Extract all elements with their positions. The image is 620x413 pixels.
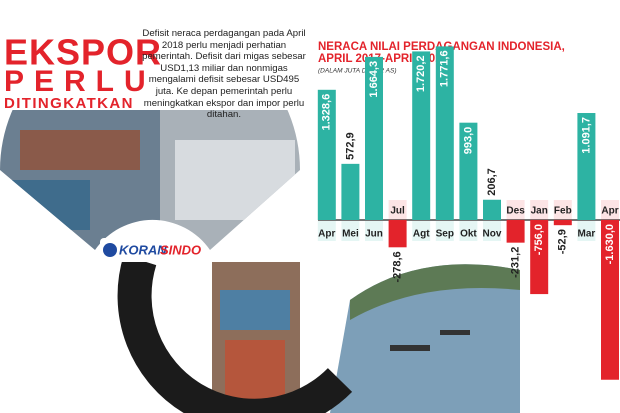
category-label: Feb xyxy=(554,206,572,217)
category-label: Apr xyxy=(318,229,335,240)
category-label: Jan xyxy=(531,206,548,217)
bar xyxy=(365,56,383,220)
bar-reflection xyxy=(530,200,549,220)
bar-reflection xyxy=(435,221,454,241)
bar xyxy=(459,122,478,220)
category-label: Agt xyxy=(413,229,430,240)
value-label: 1.328,6 xyxy=(321,94,333,131)
logo-icon xyxy=(103,243,117,257)
value-label: 1.771,6 xyxy=(439,50,451,87)
bar xyxy=(412,51,431,221)
photo-containers xyxy=(212,262,300,413)
value-label: 572,9 xyxy=(344,132,356,160)
category-label: Sep xyxy=(436,229,454,240)
bar xyxy=(435,46,454,220)
bar-reflection xyxy=(459,221,478,241)
bar xyxy=(577,113,596,220)
value-label: -756,0 xyxy=(533,224,545,255)
category-label: Jun xyxy=(365,229,383,240)
paragraph: Defisit neraca perdagangan pada April 20… xyxy=(142,28,306,121)
bar-reflection xyxy=(388,200,407,220)
category-label: Jul xyxy=(390,206,405,217)
value-label: -231,2 xyxy=(510,247,522,278)
bar-reflection xyxy=(506,200,525,220)
bar-reflection xyxy=(601,200,619,220)
photo-port xyxy=(0,110,300,250)
bar-reflection xyxy=(317,221,336,241)
bar xyxy=(506,220,525,243)
decor-ring xyxy=(117,254,353,413)
value-label: 1.720,2 xyxy=(415,55,427,92)
logo-bg xyxy=(100,238,200,262)
chart-subtitle: (DALAM JUTA DOLAR AS) xyxy=(318,68,397,75)
category-label: Apr xyxy=(601,206,618,217)
bar xyxy=(317,89,336,220)
logo-text: KORAN xyxy=(119,242,167,257)
bar-reflection xyxy=(341,221,360,241)
value-label: 993,0 xyxy=(462,127,474,155)
value-label: -52,9 xyxy=(557,229,569,254)
category-label: Nov xyxy=(483,229,502,240)
category-label: Des xyxy=(506,206,525,217)
bar-reflection xyxy=(483,221,501,241)
bar-reflection xyxy=(365,221,383,241)
bar xyxy=(530,220,549,295)
bar-reflection xyxy=(412,221,431,241)
category-label: Mei xyxy=(342,229,359,240)
title-line: EKSPOR xyxy=(4,32,162,73)
value-label: 1.091,7 xyxy=(580,117,592,154)
bar xyxy=(553,220,572,226)
value-label: 206,7 xyxy=(486,168,498,196)
bar xyxy=(388,220,407,248)
photo-harbor xyxy=(330,264,520,413)
title-line: PERLU xyxy=(4,65,156,98)
bar-reflection xyxy=(553,200,572,220)
bar xyxy=(341,163,360,220)
value-label: -278,6 xyxy=(392,251,404,282)
category-label: Okt xyxy=(460,229,477,240)
value-label: -1.630,0 xyxy=(604,224,616,264)
bar xyxy=(483,199,501,220)
bar-reflection xyxy=(577,221,596,241)
bar xyxy=(601,220,619,380)
title-line: DITINGKATKAN xyxy=(4,95,134,112)
value-label: 1.664,3 xyxy=(368,61,380,98)
logo-text: SINDO xyxy=(160,242,201,257)
category-label: Mar xyxy=(578,229,596,240)
